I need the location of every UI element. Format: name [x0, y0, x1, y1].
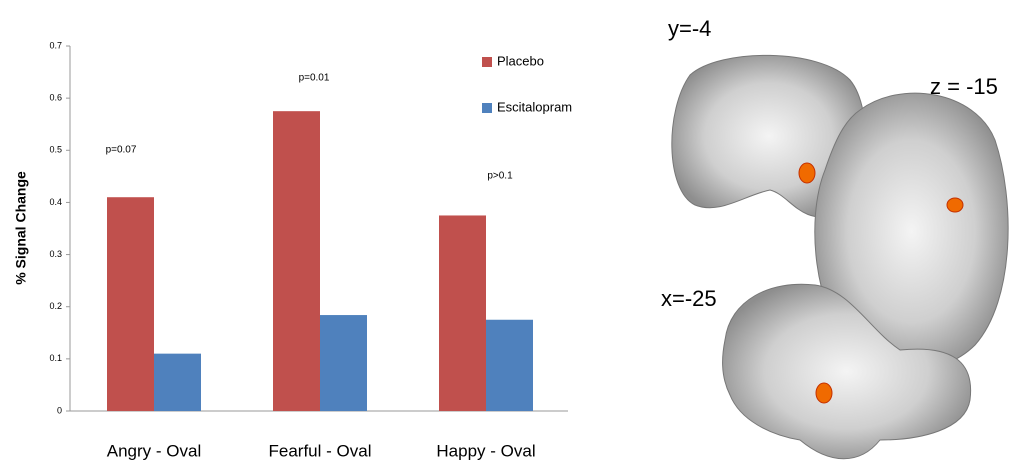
- legend-label: Escitalopram: [497, 99, 572, 114]
- annotation: p=0.07: [106, 145, 137, 156]
- activation-blob: [799, 163, 815, 183]
- x-tick-label: Fearful - Oval: [269, 441, 372, 460]
- annotation: p>0.1: [487, 171, 513, 182]
- brain-images: y=-4 z = -15 x=-25: [661, 16, 1008, 459]
- y-tick-label: 0.4: [49, 197, 62, 207]
- y-tick-label: 0.7: [49, 40, 62, 50]
- y-tick-label: 0.1: [49, 353, 62, 363]
- y-tick-label: 0.3: [49, 249, 62, 259]
- slice-label: z = -15: [930, 74, 998, 99]
- slice-label: y=-4: [668, 16, 711, 41]
- activation-blob: [816, 383, 832, 403]
- annotation: p=0.01: [299, 73, 330, 84]
- slice-label: x=-25: [661, 286, 717, 311]
- y-tick-label: 0: [57, 405, 62, 415]
- activation-blob: [947, 198, 963, 212]
- y-axis-label: % Signal Change: [13, 171, 29, 285]
- bar: [107, 197, 154, 411]
- x-tick-label: Angry - Oval: [107, 441, 201, 460]
- legend-label: Placebo: [497, 53, 544, 68]
- bar: [486, 320, 533, 411]
- bar: [320, 315, 367, 411]
- y-tick-label: 0.5: [49, 145, 62, 155]
- bar: [439, 215, 486, 411]
- legend-swatch: [482, 57, 492, 67]
- y-tick-label: 0.2: [49, 301, 62, 311]
- y-tick-label: 0.6: [49, 93, 62, 103]
- x-tick-label: Happy - Oval: [436, 441, 535, 460]
- figure: y=-4 z = -15 x=-25 % Signal Change 00.10…: [0, 0, 1023, 468]
- bar: [154, 354, 201, 411]
- bar: [273, 111, 320, 411]
- plot-area: 0 0.1 0.2 0.3 0.4 0.5 0.6 0.7 Angry - Oval Fearfu…: [49, 40, 572, 460]
- legend-swatch: [482, 103, 492, 113]
